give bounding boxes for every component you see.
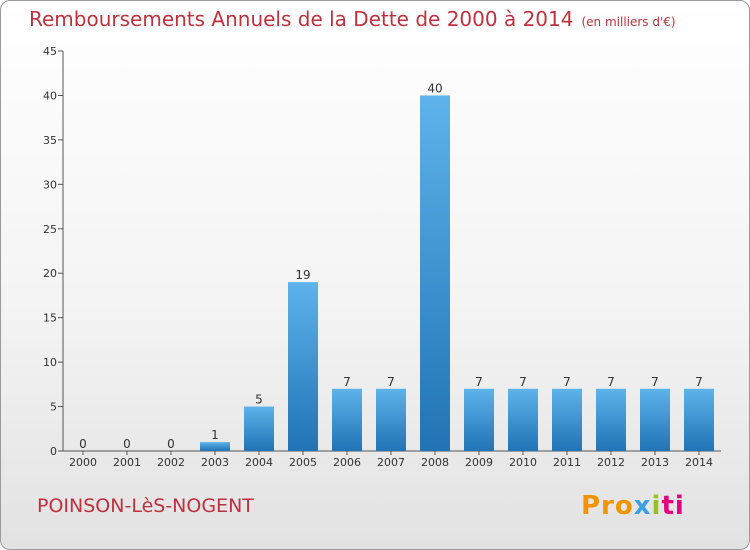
data-label: 40 [427, 81, 442, 95]
logo-part-4: ti [661, 491, 685, 521]
data-label: 7 [387, 375, 395, 389]
logo-part-2: x [633, 491, 652, 521]
bar [508, 388, 538, 451]
bar [200, 442, 230, 451]
bar [376, 388, 406, 451]
bar [464, 388, 494, 451]
y-tick-label: 20 [43, 267, 57, 280]
chart-bars [200, 95, 714, 451]
proxiti-logo: Proxiti [581, 491, 685, 521]
logo-part-3: i [651, 491, 662, 521]
y-tick-label: 30 [43, 178, 57, 191]
data-label: 7 [695, 375, 703, 389]
x-tick-label: 2009 [465, 456, 493, 469]
data-label: 7 [343, 375, 351, 389]
town-name: POINSON-LèS-NOGENT [37, 495, 254, 517]
y-tick-label: 35 [43, 134, 57, 147]
x-tick-label: 2004 [245, 456, 273, 469]
x-tick-label: 2000 [69, 456, 97, 469]
y-tick-label: 0 [50, 445, 57, 458]
x-tick-label: 2013 [641, 456, 669, 469]
data-label: 7 [519, 375, 527, 389]
data-label: 7 [475, 375, 483, 389]
data-label: 7 [563, 375, 571, 389]
x-tick-label: 2008 [421, 456, 449, 469]
x-tick-label: 2011 [553, 456, 581, 469]
data-label: 7 [607, 375, 615, 389]
chart-title-text: Remboursements Annuels de la Dette de 20… [29, 7, 574, 31]
logo-part-1: Pro [581, 491, 634, 521]
x-tick-label: 2007 [377, 456, 405, 469]
chart-unit-note: (en milliers d'€) [581, 15, 676, 29]
bar [640, 388, 670, 451]
y-tick-label: 5 [50, 401, 57, 414]
data-label: 1 [211, 428, 219, 442]
x-tick-label: 2005 [289, 456, 317, 469]
data-label: 19 [295, 268, 310, 282]
x-tick-label: 2012 [597, 456, 625, 469]
y-tick-label: 10 [43, 356, 57, 369]
bar [288, 282, 318, 451]
y-tick-label: 40 [43, 89, 57, 102]
bar [332, 388, 362, 451]
bar [684, 388, 714, 451]
x-tick-label: 2002 [157, 456, 185, 469]
x-tick-label: 2014 [685, 456, 713, 469]
data-label: 7 [651, 375, 659, 389]
data-label: 0 [123, 437, 131, 451]
data-label: 0 [167, 437, 175, 451]
data-label: 0 [79, 437, 87, 451]
y-tick-label: 45 [43, 45, 57, 58]
x-tick-label: 2003 [201, 456, 229, 469]
chart-data-labels: 0 0 0 1 5 19 7 7 40 7 7 7 7 7 7 [79, 81, 703, 451]
bar [244, 406, 274, 451]
x-tick-label: 2006 [333, 456, 361, 469]
bar [420, 95, 450, 451]
x-tick-label: 2010 [509, 456, 537, 469]
data-label: 5 [255, 393, 263, 407]
y-tick-label: 25 [43, 223, 57, 236]
bar [596, 388, 626, 451]
bar [552, 388, 582, 451]
x-tick-label: 2001 [113, 456, 141, 469]
y-tick-label: 15 [43, 312, 57, 325]
chart-title: Remboursements Annuels de la Dette de 20… [29, 7, 676, 31]
